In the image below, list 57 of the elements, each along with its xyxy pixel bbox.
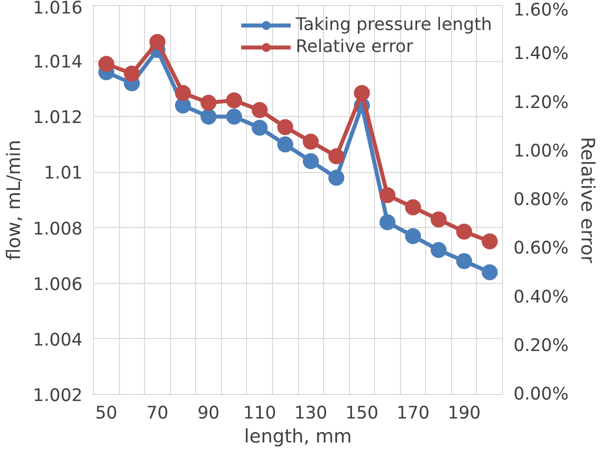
point: [405, 228, 422, 244]
x-tick-label: 50: [95, 404, 118, 424]
point: [226, 108, 242, 125]
x-tick-label: 150: [345, 404, 378, 424]
point: [124, 66, 140, 82]
y-tick-label: 1.006: [32, 274, 83, 295]
point: [200, 94, 217, 111]
y2-tick-label: 0.60%: [514, 238, 569, 259]
point: [302, 134, 319, 150]
y2-tick-label: 1.40%: [514, 44, 569, 64]
point: [277, 119, 294, 136]
point: [98, 56, 114, 72]
y-tick-label: 1.002: [32, 386, 83, 406]
x-tick-label: 70: [146, 404, 168, 424]
point: [482, 264, 498, 280]
point: [149, 34, 166, 50]
point: [302, 153, 319, 170]
y2-tick-label: 1.00%: [514, 141, 569, 162]
y-axis-title: flow, mL/min: [4, 140, 25, 260]
y2-tick-label: 0.00%: [514, 384, 569, 404]
y2-axis-title: Relative error: [576, 136, 598, 264]
point: [252, 120, 268, 136]
point: [482, 233, 498, 250]
x-tick-label: 110: [243, 404, 276, 424]
y2-tick-label: 0.80%: [514, 190, 569, 210]
legend-label: Relative error: [296, 37, 414, 57]
point: [200, 108, 217, 125]
point: [174, 85, 191, 102]
x-tick-label: 190: [448, 404, 481, 424]
point: [328, 170, 344, 186]
y-tick-label: 1.012: [32, 108, 83, 128]
y-tick-label: 1.016: [32, 0, 83, 18]
x-tick-label: 90: [198, 404, 220, 424]
x-axis-title: length, mm: [244, 426, 352, 448]
y2-tick-label: 0.40%: [514, 287, 569, 308]
point: [252, 102, 268, 118]
x-tick-label: 170: [396, 404, 430, 424]
point: [226, 92, 242, 108]
point: [456, 224, 472, 240]
point: [328, 148, 344, 164]
y-tick-label: 1.01: [44, 164, 83, 184]
point: [430, 242, 447, 258]
point: [379, 187, 396, 204]
point: [405, 199, 422, 216]
y2-tick-label: 0.20%: [514, 336, 569, 356]
y-tick-label: 1.004: [32, 330, 83, 350]
point: [430, 211, 447, 228]
y-tick-label: 1.008: [32, 219, 83, 240]
point: [379, 214, 396, 230]
point: [354, 85, 370, 102]
y2-tick-label: 1.60%: [514, 0, 569, 20]
y2-tick-label: 1.20%: [514, 92, 569, 113]
x-tick-label: 130: [294, 404, 328, 424]
point: [456, 253, 472, 270]
point: [277, 136, 294, 152]
legend-label: Taking pressure length: [296, 15, 492, 35]
y-tick-label: 1.014: [32, 52, 83, 73]
